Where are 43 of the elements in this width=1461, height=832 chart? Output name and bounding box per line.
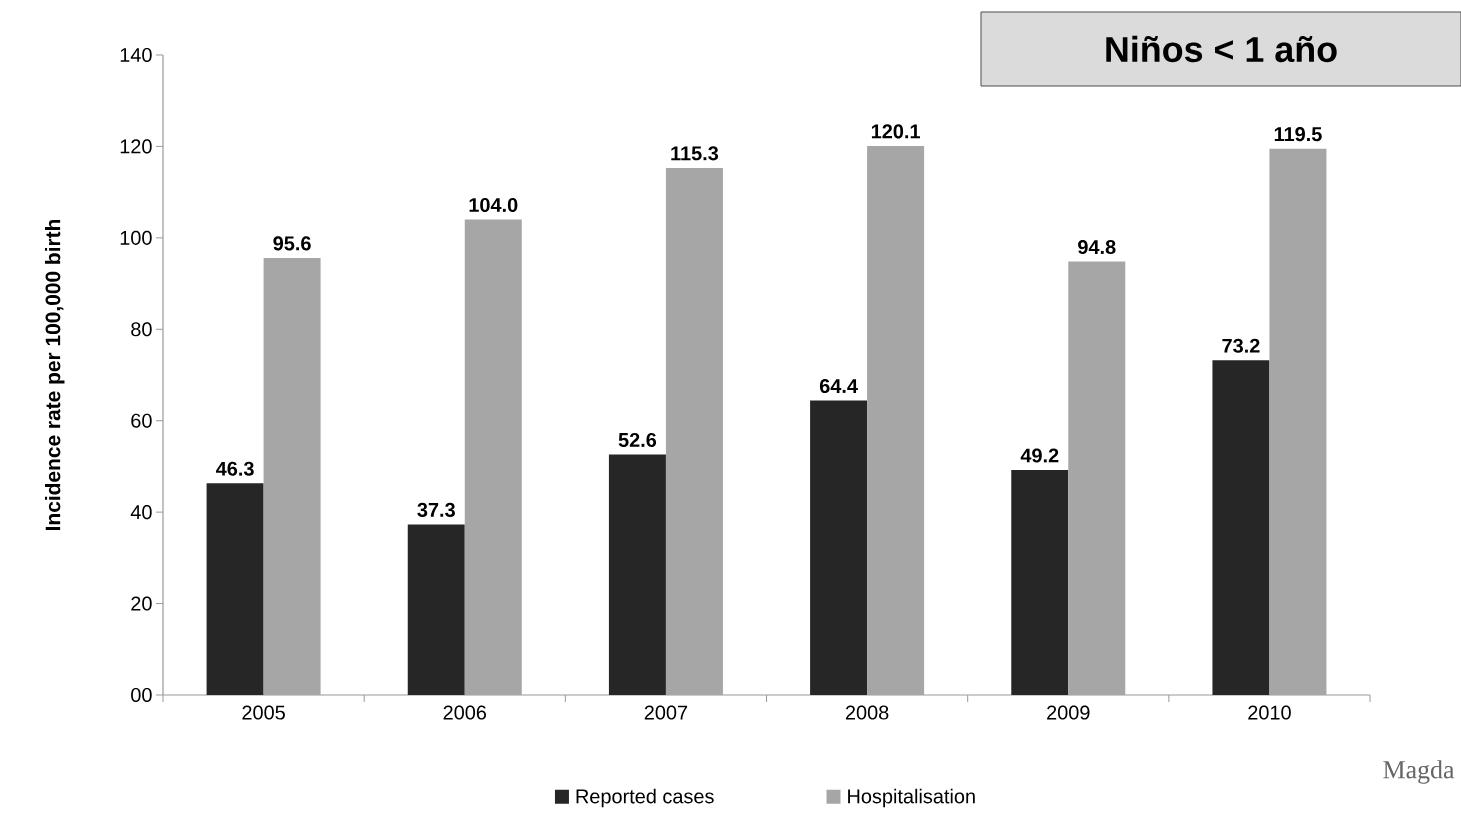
y-tick-label: 40 [130, 505, 152, 520]
y-tick-label: 80 [131, 322, 152, 337]
data-label: 46.3 [215, 461, 254, 476]
y-tick-label: 60 [131, 413, 152, 428]
data-label: 64.4 [819, 378, 858, 394]
data-label: 119.5 [1274, 127, 1322, 142]
data-label: 94.8 [1078, 240, 1116, 255]
y-tick-label: 100 [120, 230, 152, 245]
text: Magda [1383, 760, 1455, 784]
bar [1068, 261, 1126, 695]
bar [810, 400, 868, 695]
bar [206, 483, 264, 695]
data-label: 49.2 [1020, 448, 1059, 463]
data-label: 37.3 [417, 502, 455, 517]
bar [263, 257, 321, 695]
legend-label: Reported cases [576, 788, 714, 808]
data-label: 104.0 [469, 197, 518, 213]
bar [1269, 148, 1327, 695]
bar [1011, 470, 1069, 695]
y-tick-label: 00 [131, 687, 152, 703]
x-tick-label: 2008 [845, 705, 889, 720]
y-tick-label: 20 [131, 596, 152, 611]
data-label: 120.1 [871, 124, 920, 139]
data-label: 73.2 [1222, 338, 1260, 353]
x-tick-label: 2009 [1047, 705, 1090, 720]
legend-label: Hospitalisation [848, 788, 975, 808]
data-label: 95.6 [273, 236, 311, 251]
y-tick-label: 140 [120, 47, 152, 63]
y-axis-title: Incidence rate per 100,000 birth [44, 219, 65, 530]
chart-title: Niños < 1 año [1106, 35, 1337, 63]
bar [407, 524, 465, 695]
bar [464, 219, 522, 695]
data-label: 115.3 [671, 146, 719, 161]
y-tick-label: 120 [120, 139, 152, 154]
x-tick-label: 2010 [1248, 705, 1291, 720]
x-tick-label: 2007 [644, 705, 688, 720]
x-tick-label: 2006 [443, 705, 487, 720]
bar [1212, 360, 1270, 695]
bar [665, 167, 723, 695]
bar [867, 145, 925, 695]
x-tick-label: 2005 [242, 705, 285, 720]
data-label: 52.6 [618, 432, 657, 448]
bar [608, 454, 666, 695]
